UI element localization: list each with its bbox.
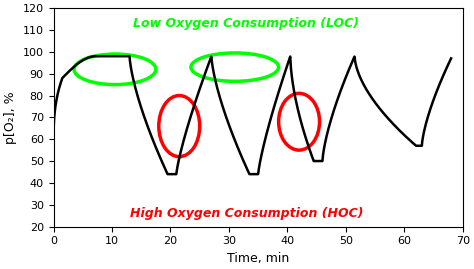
X-axis label: Time, min: Time, min	[227, 252, 289, 265]
Y-axis label: p[O₂], %: p[O₂], %	[4, 91, 17, 144]
Text: Low Oxygen Consumption (LOC): Low Oxygen Consumption (LOC)	[134, 17, 359, 30]
Text: High Oxygen Consumption (HOC): High Oxygen Consumption (HOC)	[130, 207, 363, 220]
